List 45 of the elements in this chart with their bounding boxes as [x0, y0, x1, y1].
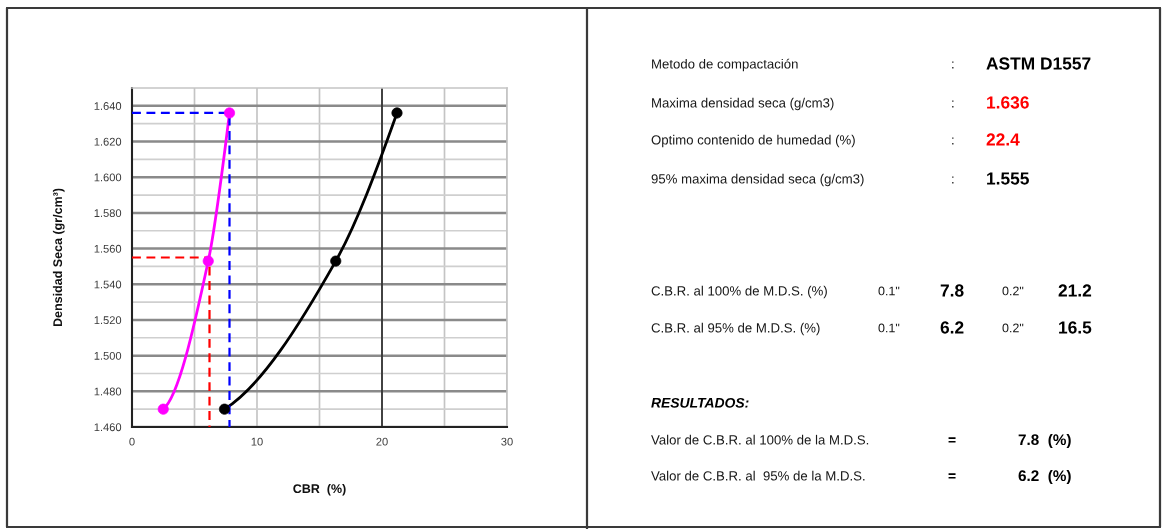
text: RESULTADOS:	[651, 397, 749, 408]
y-tick-label: 1.600	[94, 173, 122, 182]
text: 7.8 (%)	[1018, 433, 1071, 449]
x-tick-label: 30	[501, 437, 513, 446]
y-tick-label: 1.560	[94, 244, 122, 253]
text: Valor de C.B.R. al 100% de la M.D.S.	[651, 434, 869, 445]
text: :	[952, 137, 954, 145]
text: 6.2 (%)	[1018, 469, 1071, 485]
x-tick-label: 10	[251, 437, 263, 446]
text: Valor de C.B.R. al 95% de la M.D.S.	[651, 470, 865, 481]
text: 6.2	[940, 321, 964, 334]
text: :	[952, 100, 954, 108]
text: Optimo contenido de humedad (%)	[651, 134, 855, 148]
text: 0.2"	[1002, 286, 1024, 296]
text: 21.2	[1058, 284, 1092, 297]
text: 1.555	[987, 172, 1029, 185]
text: 0.1"	[878, 286, 900, 296]
x-axis-title: CBR (%)	[293, 483, 346, 496]
text: 22.4	[986, 133, 1020, 146]
text: Maxima densidad seca (g/cm3)	[652, 97, 834, 111]
text: Metodo de compactación	[652, 58, 798, 72]
text: 0.2"	[1002, 323, 1024, 333]
text: :	[952, 176, 954, 184]
x-tick-label: 0	[129, 437, 135, 446]
y-tick-label: 1.620	[94, 137, 122, 146]
y-tick-label: 1.460	[94, 423, 122, 432]
y-tick-label: 1.540	[94, 280, 122, 289]
text: 1.636	[987, 96, 1029, 109]
y-axis-title: Densidad Seca (gr/cm³)	[52, 188, 65, 327]
x-tick-label: 20	[376, 437, 388, 446]
y-tick-label: 1.640	[94, 102, 122, 110]
y-tick-label: 1.500	[94, 351, 122, 360]
text: 0.1"	[878, 323, 900, 333]
y-tick-label: 1.580	[94, 209, 122, 218]
text: ASTM D1557	[986, 57, 1091, 70]
text: 16.5	[1059, 321, 1092, 334]
text: 95% maxima densidad seca (g/cm3)	[651, 173, 864, 187]
text: =	[948, 437, 956, 443]
y-tick-label: 1.520	[94, 316, 122, 325]
text: C.B.R. al 95% de M.D.S. (%)	[651, 322, 820, 336]
text: C.B.R. al 100% de M.D.S. (%)	[651, 285, 827, 299]
text: =	[948, 473, 956, 479]
y-tick-label: 1.480	[94, 387, 122, 396]
text: :	[952, 61, 954, 69]
text: 7.8	[940, 284, 964, 297]
